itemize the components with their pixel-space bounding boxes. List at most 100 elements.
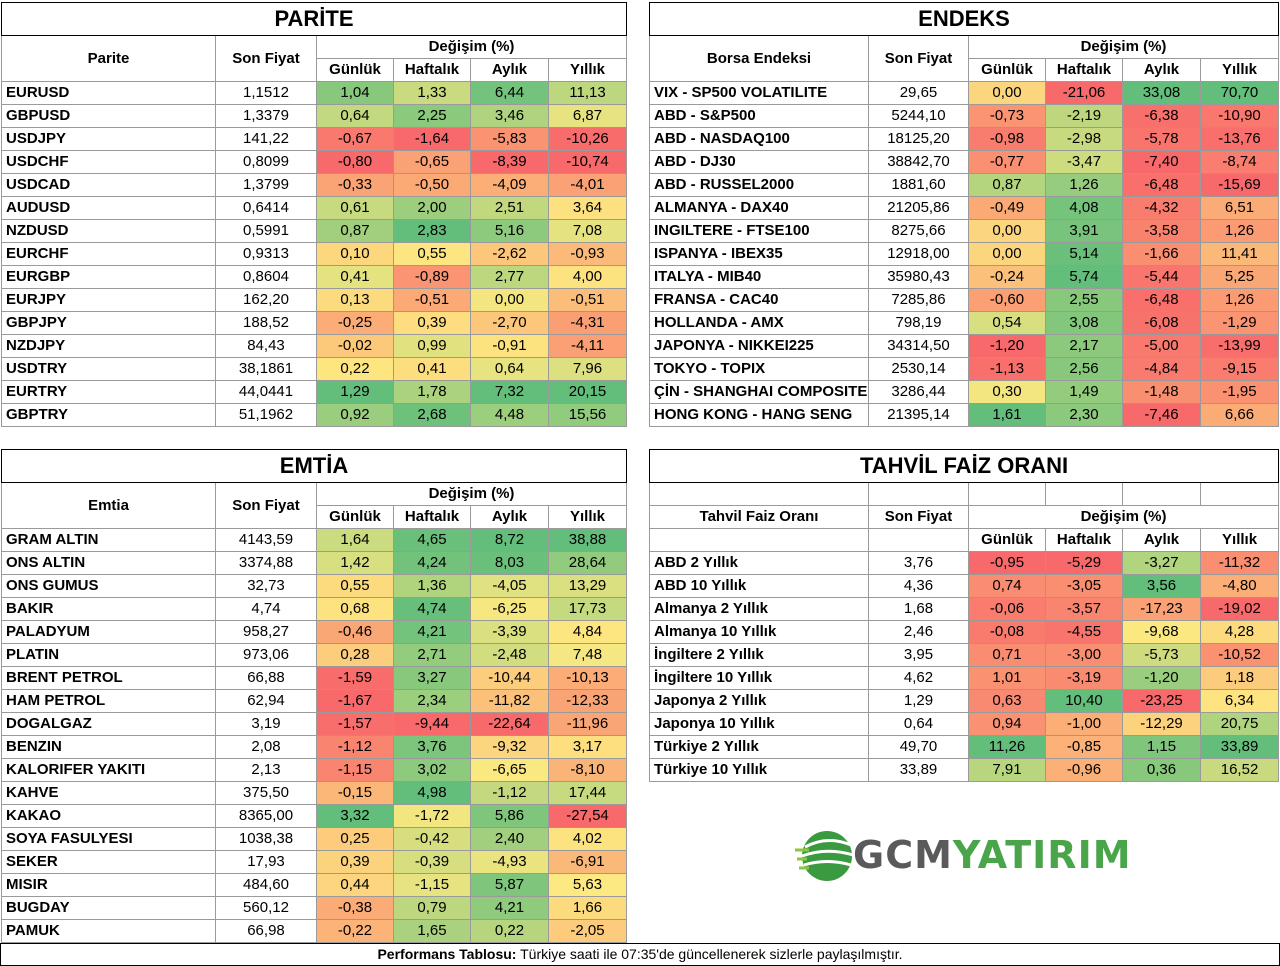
change-cell: 0,00 [470,288,549,312]
change-cell: -10,44 [470,666,549,690]
col-header-daily: Günlük [316,505,394,529]
change-cell: -0,51 [393,288,471,312]
change-cell: -1,57 [316,712,394,736]
change-cell: -0,24 [968,265,1046,289]
change-cell: -0,80 [316,150,394,174]
change-cell: -1,12 [470,781,549,805]
change-cell: -1,95 [1200,380,1279,404]
endeks-panel: ENDEKS Borsa Endeksi Son Fiyat Değişim (… [649,2,1279,427]
change-cell: 5,14 [1045,242,1123,266]
change-cell: 2,83 [393,219,471,243]
table-row: PAMUK 66,98 -0,22 1,65 0,22 -2,05 [1,919,628,943]
table-row: BUGDAY 560,12 -0,38 0,79 4,21 1,66 [1,896,628,920]
emtia-table: EMTİA Emtia Son Fiyat Değişim (%) Günlük… [0,449,628,943]
row-name: EURCHF [1,242,216,266]
parite-panel: PARİTE Parite Son Fiyat Değişim (%) Günl… [0,2,628,427]
change-cell: -5,83 [470,127,549,151]
change-cell: -0,60 [968,288,1046,312]
change-cell: 11,41 [1200,242,1279,266]
col-header-name: Borsa Endeksi [649,35,869,82]
row-name: VIX - SP500 VOLATILITE [649,81,869,105]
change-cell: -2,70 [470,311,549,335]
change-cell: -5,44 [1122,265,1201,289]
row-price: 8365,00 [215,804,317,828]
change-cell: 1,15 [1122,735,1201,759]
change-cell: 2,17 [1045,334,1123,358]
change-cell: -13,99 [1200,334,1279,358]
table-row: MISIR 484,60 0,44 -1,15 5,87 5,63 [1,873,628,897]
change-cell: -2,48 [470,643,549,667]
change-cell: 2,30 [1045,403,1123,427]
row-name: GBPUSD [1,104,216,128]
row-name: SOYA FASULYESI [1,827,216,851]
change-cell: -17,23 [1122,597,1201,621]
col-header-monthly: Aylık [470,58,549,82]
table-row: HAM PETROL 62,94 -1,67 2,34 -11,82 -12,33 [1,689,628,713]
change-cell: 13,29 [547,574,628,598]
logo-text-yatirim: YATIRIM [952,833,1132,877]
change-cell: -0,95 [968,551,1046,575]
change-cell: -6,08 [1122,311,1201,335]
row-name: KAKAO [1,804,216,828]
col-header-monthly: Aylık [1122,58,1201,82]
row-name: USDCAD [1,173,216,197]
change-cell: 5,74 [1045,265,1123,289]
col-header-change: Değişim (%) [967,505,1280,529]
row-name: Almanya 10 Yıllık [649,620,869,644]
row-price: 375,50 [215,781,317,805]
col-header-monthly: Aylık [470,505,549,529]
col-header-daily: Günlük [968,58,1046,82]
change-cell: -11,82 [470,689,549,713]
row-name: INGILTERE - FTSE100 [649,219,869,243]
emtia-panel: EMTİA Emtia Son Fiyat Değişim (%) Günlük… [0,449,628,943]
change-cell: -12,29 [1122,712,1201,736]
change-cell: 0,25 [316,827,394,851]
change-cell: 0,00 [968,219,1046,243]
change-cell: 1,29 [316,380,394,404]
change-cell: 11,13 [547,81,628,105]
col-header-change: Değişim (%) [315,35,628,59]
col-header-weekly: Haftalık [393,505,471,529]
row-name: ABD - S&P500 [649,104,869,128]
change-cell: -4,09 [470,173,549,197]
change-cell: -8,39 [470,150,549,174]
change-cell: 0,00 [968,81,1046,105]
change-cell: 1,26 [1200,219,1279,243]
change-cell: -4,93 [470,850,549,874]
col-header-monthly: Aylık [1122,528,1201,552]
row-name: Türkiye 2 Yıllık [649,735,869,759]
footer-bold: Performans Tablosu: [377,946,517,962]
change-cell: -6,48 [1122,173,1201,197]
change-cell: -22,64 [470,712,549,736]
row-name: BUGDAY [1,896,216,920]
change-cell: -0,46 [316,620,394,644]
change-cell: -5,00 [1122,334,1201,358]
row-name: İngiltere 10 Yıllık [649,666,869,690]
change-cell: -5,29 [1045,551,1123,575]
change-cell: 0,22 [316,357,394,381]
tahvil-blank-cell [649,482,869,506]
change-cell: 6,34 [1199,689,1280,713]
row-name: NZDJPY [1,334,216,358]
change-cell: 2,25 [393,104,471,128]
change-cell: 5,16 [470,219,549,243]
row-name: ITALYA - MIB40 [649,265,869,289]
change-cell: 7,48 [547,643,628,667]
row-price: 7285,86 [868,288,969,312]
footer-note: Performans Tablosu: Türkiye saati ile 07… [0,943,1280,966]
change-cell: -0,93 [547,242,628,266]
change-cell: 0,71 [968,643,1046,667]
row-name: EURJPY [1,288,216,312]
col-header-price: Son Fiyat [868,505,969,529]
table-row: SEKER 17,93 0,39 -0,39 -4,93 -6,91 [1,850,628,874]
col-header-change: Değişim (%) [315,482,628,506]
change-cell: 0,54 [968,311,1046,335]
table-row: PALADYUM 958,27 -0,46 4,21 -3,39 4,84 [1,620,628,644]
table-row: KALORIFER YAKITI 2,13 -1,15 3,02 -6,65 -8,10 [1,758,628,782]
row-name: KAHVE [1,781,216,805]
change-cell: -3,05 [1045,574,1123,598]
table-row: BAKIR 4,74 0,68 4,74 -6,25 17,73 [1,597,628,621]
change-cell: -2,05 [547,919,628,943]
change-cell: 4,28 [1199,620,1280,644]
change-cell: 6,51 [1200,196,1279,220]
